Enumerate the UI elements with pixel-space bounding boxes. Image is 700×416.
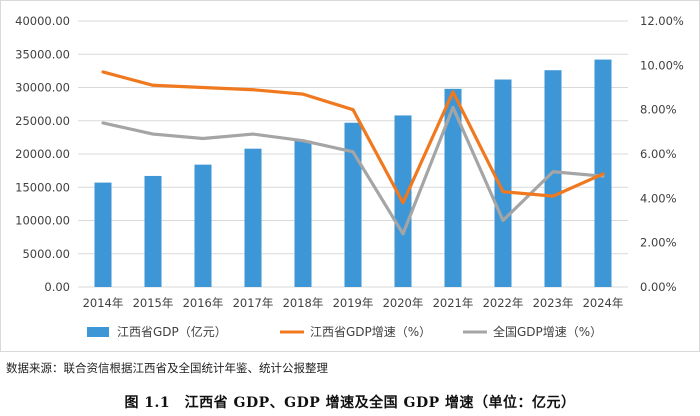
x-tick-label: 2014年	[83, 296, 124, 310]
left-tick-label: 15000.00	[15, 180, 70, 194]
gdp-bar	[294, 140, 312, 287]
left-tick-label: 30000.00	[15, 81, 70, 95]
gdp-bar	[144, 175, 162, 287]
gdp-bar	[544, 70, 562, 288]
national-growth-line	[101, 105, 605, 236]
x-tick-label: 2018年	[283, 296, 324, 310]
jiangxi-growth-line	[101, 70, 605, 205]
x-tick-label: 2023年	[533, 296, 574, 310]
right-tick-label: 2.00%	[640, 236, 677, 250]
x-tick-label: 2019年	[333, 296, 374, 310]
left-tick-label: 40000.00	[15, 14, 70, 28]
right-tick-label: 8.00%	[640, 103, 677, 117]
figure-caption: 图 1.1 江西省 GDP、GDP 增速及全国 GDP 增速（单位：亿元）	[124, 395, 576, 411]
gdp-bar	[194, 164, 212, 287]
right-tick-label: 10.00%	[640, 58, 684, 72]
left-tick-label: 5000.00	[22, 247, 70, 261]
x-tick-label: 2022年	[483, 296, 524, 310]
left-tick-label: 10000.00	[15, 214, 70, 228]
left-tick-label: 20000.00	[15, 147, 70, 161]
gdp-bar	[94, 182, 112, 287]
left-tick-label: 35000.00	[15, 47, 70, 61]
x-tick-label: 2017年	[233, 296, 274, 310]
right-tick-label: 4.00%	[640, 191, 677, 205]
x-tick-label: 2016年	[183, 296, 224, 310]
x-tick-label: 2024年	[583, 296, 624, 310]
right-tick-label: 12.00%	[640, 14, 684, 28]
gdp-bar	[344, 122, 362, 288]
source-note: 数据来源：联合资信根据江西省及全国统计年鉴、统计公报整理	[6, 361, 328, 375]
legend-label: 全国GDP增速（%）	[493, 324, 602, 339]
gdp-bar	[494, 79, 512, 288]
gdp-bar	[444, 88, 462, 287]
legend-label: 江西省GDP（亿元）	[117, 324, 227, 339]
gdp-chart: 0.00 5000.00 10000.00 15000.00 20000.00 25000…	[15, 14, 684, 339]
legend-label: 江西省GDP增速（%）	[310, 325, 431, 339]
legend-bar-swatch	[87, 327, 109, 337]
gdp-bar	[244, 148, 262, 287]
x-tick-label: 2020年	[383, 296, 424, 310]
x-tick-label: 2021年	[433, 296, 474, 310]
left-tick-label: 25000.00	[15, 114, 70, 128]
right-tick-label: 6.00%	[640, 147, 677, 161]
x-tick-label: 2015年	[133, 296, 174, 310]
left-tick-label: 0.00	[44, 280, 70, 294]
right-tick-label: 0.00%	[640, 280, 677, 294]
